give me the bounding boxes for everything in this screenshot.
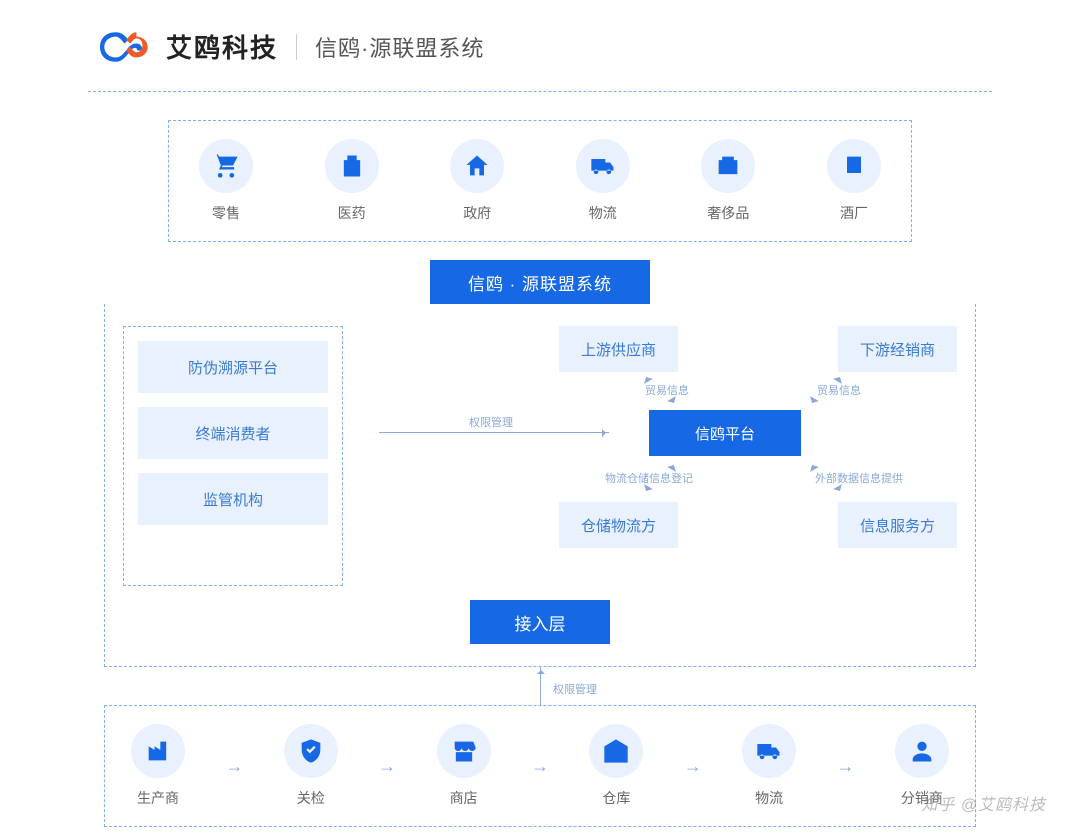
arrow-icon	[667, 396, 681, 410]
node-graph: 权限管理 上游供应商 下游经销商 信鸥平台 仓储物流方 信息服务方 贸易信息 贸…	[369, 326, 957, 586]
flow-arrow-icon: →	[225, 756, 243, 777]
store-icon	[437, 724, 491, 778]
header-rule	[88, 91, 992, 92]
flow-item: 仓库	[589, 724, 643, 808]
left-column: 防伪溯源平台 终端消费者 监管机构	[123, 326, 343, 586]
arrow-icon	[833, 484, 847, 498]
flow-item: 物流	[742, 724, 796, 808]
node-infoservice: 信息服务方	[838, 502, 957, 548]
connector-label: 权限管理	[70, 681, 1080, 697]
flow-arrow-icon: →	[837, 756, 855, 777]
node-upstream: 上游供应商	[559, 326, 678, 372]
watermark: 知乎 @艾鸥科技	[921, 791, 1046, 815]
gov-icon	[450, 139, 504, 193]
top-item: 酒厂	[827, 139, 881, 223]
left-box: 终端消费者	[138, 407, 328, 459]
header: 艾鸥科技 信鸥·源联盟系统	[0, 0, 1080, 65]
header-divider	[296, 34, 297, 60]
edge-label: 贸易信息	[817, 382, 861, 398]
main-arrow	[379, 432, 609, 433]
top-item: 零售	[199, 139, 253, 223]
left-box: 防伪溯源平台	[138, 341, 328, 393]
distributor-icon	[895, 724, 949, 778]
node-downstream: 下游经销商	[838, 326, 957, 372]
top-item: 医药	[325, 139, 379, 223]
connector	[540, 667, 541, 705]
subtitle: 信鸥·源联盟系统	[315, 31, 484, 63]
arrow-icon	[639, 484, 653, 498]
arrow-icon	[805, 396, 819, 410]
access-layer: 接入层	[470, 600, 610, 644]
top-item: 政府	[450, 139, 504, 223]
customs-icon	[284, 724, 338, 778]
top-item: 奢侈品	[701, 139, 755, 223]
factory-icon	[131, 724, 185, 778]
edge-label: 物流仓储信息登记	[605, 470, 693, 486]
flow-arrow-icon: →	[378, 756, 396, 777]
luxury-icon	[701, 139, 755, 193]
logo-icon	[100, 29, 152, 65]
edge-label: 贸易信息	[645, 382, 689, 398]
flow-arrow-icon: →	[684, 756, 702, 777]
flow-arrow-icon: →	[531, 756, 549, 777]
medicine-icon	[325, 139, 379, 193]
system-title: 信鸥 · 源联盟系统	[430, 260, 650, 304]
flow-item: 关检	[284, 724, 338, 808]
middle-container: 防伪溯源平台 终端消费者 监管机构 权限管理 上游供应商 下游经销商 信鸥平台 …	[104, 304, 976, 667]
node-platform: 信鸥平台	[649, 410, 801, 456]
cart-icon	[199, 139, 253, 193]
logistics-icon	[742, 724, 796, 778]
edge-label: 外部数据信息提供	[815, 470, 903, 486]
winery-icon	[827, 139, 881, 193]
edge-label: 权限管理	[469, 414, 513, 430]
brand-name: 艾鸥科技	[166, 28, 278, 65]
top-industry-row: 零售 医药 政府 物流 奢侈品 酒厂	[168, 120, 912, 242]
warehouse-icon	[589, 724, 643, 778]
flow-item: 商店	[437, 724, 491, 808]
truck-icon	[576, 139, 630, 193]
node-storage: 仓储物流方	[559, 502, 678, 548]
bottom-flow: 生产商 → 关检 → 商店 → 仓库 → 物流 → 分销商	[104, 705, 976, 827]
flow-item: 生产商	[131, 724, 185, 808]
left-box: 监管机构	[138, 473, 328, 525]
top-item: 物流	[576, 139, 630, 223]
